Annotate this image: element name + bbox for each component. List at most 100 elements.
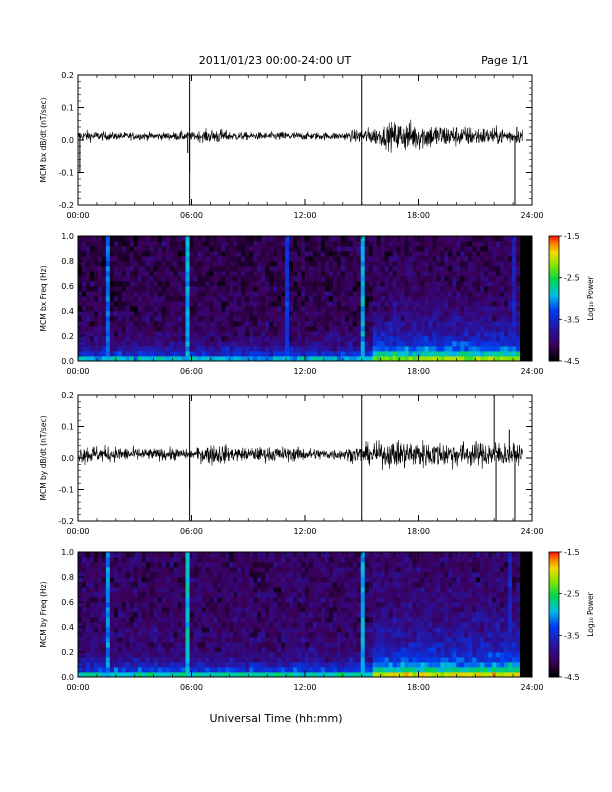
spectrogram-cell [448,341,453,347]
spectrogram-cell [137,246,143,252]
spectrogram-cell [229,647,234,653]
spectrogram-cell [193,662,198,668]
spectrogram-cell [265,251,270,257]
spectrogram-cell [348,321,354,327]
spectrogram-cell [169,251,174,257]
spectrogram-cell [149,617,155,623]
spectrogram-cell [368,331,374,337]
spectrogram-cell [237,286,242,292]
spectrogram-cell [492,276,497,282]
spectrogram-cell [456,286,461,292]
spectrogram-cell [297,241,302,247]
spectrogram-cell [169,587,174,593]
spectrogram-cell [432,261,437,267]
y-axis-title: MCM by dB/dt (nT/sec) [39,415,48,500]
spectrogram-cell [177,662,182,668]
spectrogram-cell [273,311,278,317]
spectrogram-cell [384,326,390,332]
spectrogram-cell [249,562,254,568]
spectrogram-cell [221,336,226,342]
spectrogram-cell [277,632,282,638]
spectrogram-cell [109,331,115,337]
spectrogram-cell [181,592,186,598]
spectrogram-cell [428,256,433,262]
spectrogram-cell [520,291,525,297]
spectrogram-cell [432,346,437,352]
spectrogram-cell [344,331,350,337]
colorbar-swatch [549,323,559,326]
spectrogram-cell [221,331,226,337]
spectrogram-cell [237,607,242,613]
spectrogram-cell [209,607,214,613]
spectrogram-cell [281,301,286,307]
spectrogram-cell [356,266,362,272]
spectrogram-cell [169,241,174,247]
spectrogram-cell [332,557,338,563]
spectrogram-cell [305,637,310,643]
spectrogram-cell [500,306,505,312]
spectrogram-cell [193,602,198,608]
spectrogram-cell [133,356,139,362]
spectrogram-cell [297,582,302,588]
spectrogram-cell [161,336,167,342]
spectrogram-cell [181,316,186,322]
spectrogram-cell [261,652,266,658]
spectrogram-cell [85,351,91,357]
spectrogram-cell [221,296,226,302]
spectrogram-cell [368,326,374,332]
spectrogram-cell [484,346,489,352]
spectrogram-cell [281,296,286,302]
spectrogram-cell [269,346,274,352]
spectrogram-cell [424,311,429,317]
spectrogram-cell [209,266,214,272]
spectrogram-cell [289,632,294,638]
spectrogram-cell [221,341,226,347]
spectrogram-cell [412,246,417,252]
spectrogram-cell [117,662,123,668]
colorbar-swatch [549,238,559,241]
spectrogram-cell [245,266,250,272]
spectrogram-cell [372,241,378,247]
spectrogram-cell [113,291,119,297]
spectrogram-cell [516,351,521,357]
spectrogram-cell [332,336,338,342]
spectrogram-cell [281,642,286,648]
spectrogram-cell [145,562,151,568]
spectrogram-cell [109,316,115,322]
spectrogram-cell [273,672,278,678]
spectrogram-cell [217,266,222,272]
spectrogram-cell [117,557,123,563]
colorbar-tick-label: -3.5 [564,315,580,324]
spectrogram-cell [173,662,178,668]
spectrogram-cell [257,291,262,297]
spectrogram-cell [448,256,453,262]
spectrogram-cell [217,341,222,347]
spectrogram-cell [117,612,123,618]
spectrogram-cell [332,316,338,322]
spectrogram-cell [81,236,87,242]
spectrogram-cell [392,266,397,272]
spectrogram-cell [185,662,190,668]
spectrogram-cell [261,271,266,277]
spectrogram-cell [492,351,497,357]
spectrogram-cell [145,336,151,342]
spectrogram-cell [432,326,437,332]
spectrogram-cell [97,597,103,603]
spectrogram-cell [221,241,226,247]
spectrogram-cell [277,336,282,342]
spectrogram-cell [412,336,417,342]
spectrogram-cell [328,326,334,332]
spectrogram-cell [416,336,421,342]
spectrogram-cell [93,647,99,653]
spectrogram-cell [297,351,302,357]
spectrogram-cell [89,256,95,262]
spectrogram-cell [85,672,91,678]
spectrogram-cell [257,286,262,292]
spectrogram-cell [217,346,222,352]
spectrogram-cell [297,311,302,317]
spectrogram-cell [165,657,170,663]
spectrogram-cell [516,316,521,322]
spectrogram-cell [484,281,489,287]
spectrogram-cell [165,326,170,332]
spectrogram-cell [109,617,115,623]
